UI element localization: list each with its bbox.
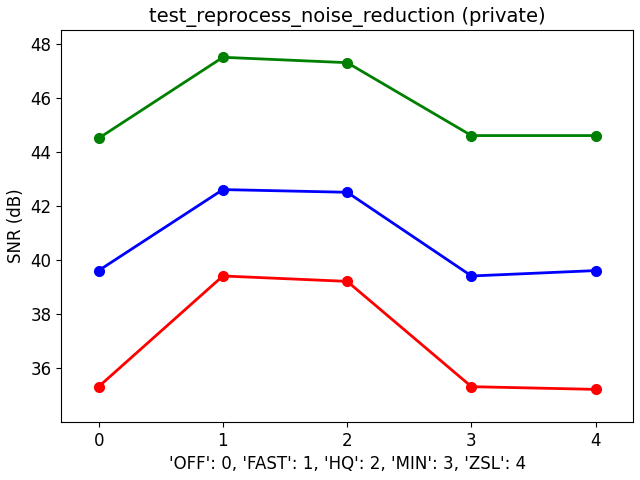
Title: test_reprocess_noise_reduction (private): test_reprocess_noise_reduction (private)	[149, 7, 545, 27]
Y-axis label: SNR (dB): SNR (dB)	[7, 189, 25, 264]
X-axis label: 'OFF': 0, 'FAST': 1, 'HQ': 2, 'MIN': 3, 'ZSL': 4: 'OFF': 0, 'FAST': 1, 'HQ': 2, 'MIN': 3, …	[168, 455, 526, 473]
